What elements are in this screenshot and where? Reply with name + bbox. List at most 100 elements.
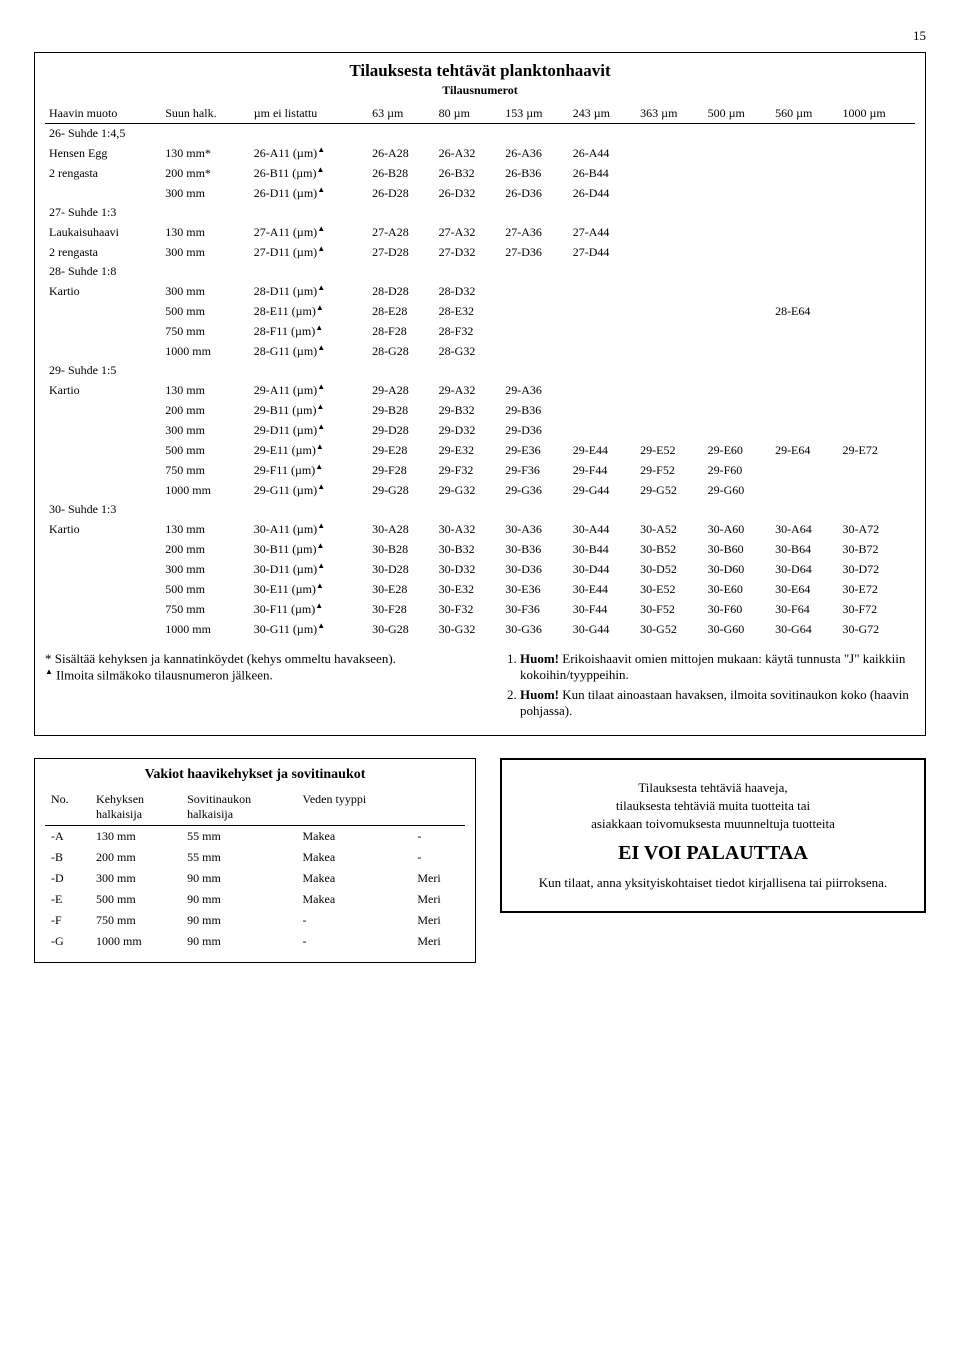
vakiot-cell: -F bbox=[45, 910, 90, 931]
vakiot-cell: Makea bbox=[297, 847, 412, 868]
row-cell bbox=[569, 321, 636, 341]
row-cell: 26-B28 bbox=[368, 163, 435, 183]
row-code: 30-B11 (µm)▲ bbox=[250, 539, 368, 559]
triangle-icon: ▲ bbox=[317, 185, 325, 194]
row-cell bbox=[839, 242, 915, 262]
triangle-icon: ▲ bbox=[45, 667, 53, 676]
row-cell: 30-F52 bbox=[636, 599, 703, 619]
row-cell: 26-B36 bbox=[501, 163, 568, 183]
row-cell bbox=[704, 321, 771, 341]
row-cell: 27-D44 bbox=[569, 242, 636, 262]
row-cell: 30-F44 bbox=[569, 599, 636, 619]
row-cell bbox=[771, 400, 838, 420]
vakiot-cell: -D bbox=[45, 868, 90, 889]
order-header-cell: 63 µm bbox=[368, 104, 435, 124]
row-label bbox=[45, 559, 161, 579]
row-cell bbox=[771, 460, 838, 480]
row-label bbox=[45, 301, 161, 321]
vakiot-table: No.KehyksenhalkaisijaSovitinaukonhalkais… bbox=[45, 789, 465, 952]
row-cell: 30-E60 bbox=[704, 579, 771, 599]
row-code: 30-E11 (µm)▲ bbox=[250, 579, 368, 599]
return-line-2: tilauksesta tehtäviä muita tuotteita tai bbox=[520, 798, 906, 814]
footnotes: * Sisältää kehyksen ja kannatinköydet (k… bbox=[45, 651, 915, 723]
row-cell: 29-F32 bbox=[435, 460, 502, 480]
vakiot-cell: - bbox=[297, 910, 412, 931]
vakiot-cell: Meri bbox=[411, 889, 465, 910]
row-cell bbox=[839, 380, 915, 400]
return-line-4: Kun tilaat, anna yksityiskohtaiset tiedo… bbox=[520, 875, 906, 891]
row-size: 750 mm bbox=[161, 599, 249, 619]
row-cell: 30-F72 bbox=[839, 599, 915, 619]
row-cell bbox=[771, 341, 838, 361]
row-cell: 28-D28 bbox=[368, 281, 435, 301]
vakiot-cell: -A bbox=[45, 826, 90, 848]
vakiot-cell: - bbox=[297, 931, 412, 952]
row-label: Kartio bbox=[45, 380, 161, 400]
vakiot-cell: Meri bbox=[411, 868, 465, 889]
row-size: 300 mm bbox=[161, 242, 249, 262]
return-policy-box: Tilauksesta tehtäviä haaveja, tilauksest… bbox=[500, 758, 926, 913]
row-cell: 30-B36 bbox=[501, 539, 568, 559]
row-cell: 27-D36 bbox=[501, 242, 568, 262]
row-cell bbox=[771, 380, 838, 400]
footnote-huom-1-text: Erikoishaavit omien mittojen mukaan: käy… bbox=[520, 651, 905, 682]
row-cell: 29-G28 bbox=[368, 480, 435, 500]
main-subtitle: Tilausnumerot bbox=[45, 83, 915, 98]
row-cell: 28-E28 bbox=[368, 301, 435, 321]
row-size: 750 mm bbox=[161, 460, 249, 480]
row-cell bbox=[569, 380, 636, 400]
row-cell: 29-F52 bbox=[636, 460, 703, 480]
row-cell bbox=[839, 341, 915, 361]
row-code: 30-F11 (µm)▲ bbox=[250, 599, 368, 619]
row-code: 29-E11 (µm)▲ bbox=[250, 440, 368, 460]
row-size: 500 mm bbox=[161, 301, 249, 321]
row-code: 28-E11 (µm)▲ bbox=[250, 301, 368, 321]
row-cell: 29-A36 bbox=[501, 380, 568, 400]
row-cell bbox=[569, 281, 636, 301]
row-cell: 30-G44 bbox=[569, 619, 636, 639]
row-cell: 30-A32 bbox=[435, 519, 502, 539]
footnote-huom-2: Huom! Kun tilaat ainoastaan havaksen, il… bbox=[520, 687, 915, 719]
row-size: 130 mm* bbox=[161, 143, 249, 163]
row-cell: 30-D52 bbox=[636, 559, 703, 579]
row-cell: 28-F32 bbox=[435, 321, 502, 341]
row-cell bbox=[771, 480, 838, 500]
row-cell: 28-G28 bbox=[368, 341, 435, 361]
table-row: Kartio130 mm30-A11 (µm)▲30-A2830-A3230-A… bbox=[45, 519, 915, 539]
row-label: Kartio bbox=[45, 281, 161, 301]
row-cell: 28-G32 bbox=[435, 341, 502, 361]
row-size: 200 mm bbox=[161, 400, 249, 420]
table-row: 750 mm30-F11 (µm)▲30-F2830-F3230-F3630-F… bbox=[45, 599, 915, 619]
main-order-box: Tilauksesta tehtävät planktonhaavit Tila… bbox=[34, 52, 926, 736]
triangle-icon: ▲ bbox=[317, 541, 325, 550]
row-cell bbox=[704, 281, 771, 301]
vakiot-row: -B200 mm55 mmMakea- bbox=[45, 847, 465, 868]
vakiot-cell: 90 mm bbox=[181, 868, 296, 889]
row-size: 750 mm bbox=[161, 321, 249, 341]
footnote-huom-1-bold: Huom! bbox=[520, 651, 559, 666]
row-cell bbox=[636, 420, 703, 440]
row-cell: 30-E64 bbox=[771, 579, 838, 599]
triangle-icon: ▲ bbox=[316, 581, 324, 590]
row-cell: 30-D32 bbox=[435, 559, 502, 579]
row-cell bbox=[569, 301, 636, 321]
vakiot-row: -D300 mm90 mmMakeaMeri bbox=[45, 868, 465, 889]
triangle-icon: ▲ bbox=[317, 224, 325, 233]
row-cell: 29-G36 bbox=[501, 480, 568, 500]
vakiot-cell: 200 mm bbox=[90, 847, 181, 868]
table-row: 300 mm26-D11 (µm)▲26-D2826-D3226-D3626-D… bbox=[45, 183, 915, 203]
row-size: 200 mm bbox=[161, 539, 249, 559]
row-cell: 30-G60 bbox=[704, 619, 771, 639]
row-cell: 26-D32 bbox=[435, 183, 502, 203]
row-cell: 27-D32 bbox=[435, 242, 502, 262]
row-cell: 27-A32 bbox=[435, 222, 502, 242]
row-cell bbox=[839, 321, 915, 341]
row-cell: 29-F28 bbox=[368, 460, 435, 480]
page-number: 15 bbox=[34, 28, 926, 44]
row-cell: 29-D36 bbox=[501, 420, 568, 440]
row-cell: 30-B28 bbox=[368, 539, 435, 559]
vakiot-cell: 300 mm bbox=[90, 868, 181, 889]
triangle-icon: ▲ bbox=[317, 244, 325, 253]
vakiot-box: Vakiot haavikehykset ja sovitinaukot No.… bbox=[34, 758, 476, 963]
row-cell: 30-A72 bbox=[839, 519, 915, 539]
